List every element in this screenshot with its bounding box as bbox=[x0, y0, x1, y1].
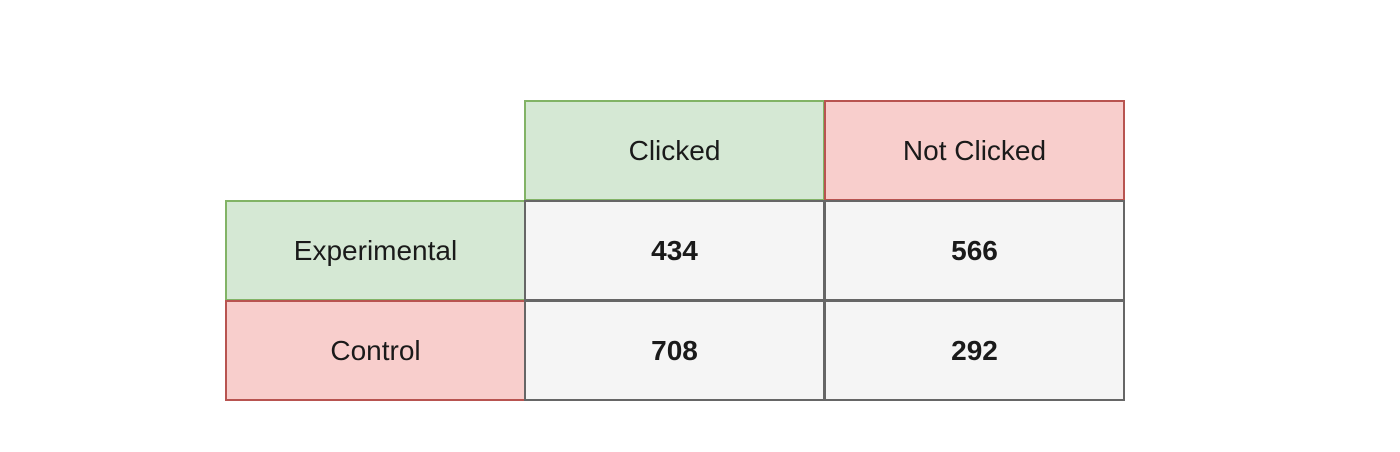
cell-control-clicked: 708 bbox=[524, 300, 825, 401]
cell-control-not-clicked: 292 bbox=[824, 300, 1125, 401]
cell-experimental-not-clicked: 566 bbox=[824, 200, 1125, 301]
row-header-control: Control bbox=[225, 300, 526, 401]
row-header-experimental: Experimental bbox=[225, 200, 526, 301]
column-header-clicked: Clicked bbox=[524, 100, 825, 201]
cell-experimental-clicked: 434 bbox=[524, 200, 825, 301]
column-header-not-clicked: Not Clicked bbox=[824, 100, 1125, 201]
